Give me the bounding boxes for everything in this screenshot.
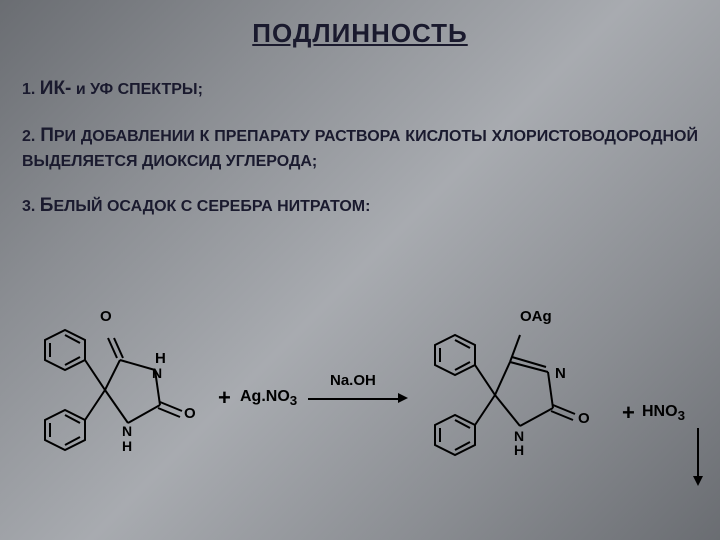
- item2-rest: РИ ДОБАВЛЕНИИ К ПРЕПАРАТУ РАСТВОРА КИСЛО…: [22, 128, 698, 171]
- item1-lead: ИК-: [40, 78, 72, 99]
- label-NH-left: N: [122, 423, 132, 439]
- item-1: 1. ИК- и УФ СПЕКТРЫ;: [0, 75, 720, 104]
- molecule-right: [400, 300, 610, 500]
- item3-rest: ЕЛЫЙ ОСАДОК С СЕРЕБРА НИТРАТОМ:: [53, 198, 370, 215]
- label-agno3: Ag.NO3: [240, 388, 297, 408]
- label-O-right-left: O: [184, 405, 196, 422]
- plus-2: +: [622, 400, 635, 426]
- down-arrow-line: [697, 428, 699, 476]
- slide-title: ПОДЛИННОСТЬ: [0, 0, 720, 49]
- reaction-arrow: [308, 398, 398, 400]
- label-NHb-right: H: [514, 442, 524, 458]
- item1-num: 1.: [22, 81, 40, 98]
- label-N-left: N: [152, 365, 162, 381]
- item2-num: 2.: [22, 128, 40, 145]
- item1-rest: и УФ СПЕКТРЫ;: [71, 81, 203, 98]
- label-O-right: O: [578, 410, 590, 427]
- item-3: 3. БЕЛЫЙ ОСАДОК С СЕРЕБРА НИТРАТОМ:: [0, 192, 720, 221]
- item3-num: 3.: [22, 198, 40, 215]
- down-arrow-head: [693, 476, 703, 486]
- label-hno3: HNO3: [642, 403, 685, 423]
- molecule-left: [10, 305, 210, 495]
- item-2: 2. ПРИ ДОБАВЛЕНИИ К ПРЕПАРАТУ РАСТВОРА К…: [0, 122, 720, 175]
- label-OAg: OAg: [520, 308, 552, 325]
- label-NHb-left: H: [122, 438, 132, 454]
- reaction-scheme: O H N O N H + Ag.NO3 Na.OH: [0, 290, 720, 510]
- label-naoh: Na.OH: [330, 372, 376, 389]
- label-N-right: N: [555, 365, 566, 382]
- item2-lead: П: [40, 125, 54, 146]
- item3-lead: Б: [40, 195, 54, 216]
- label-O-top-left: O: [100, 308, 112, 325]
- plus-1: +: [218, 385, 231, 411]
